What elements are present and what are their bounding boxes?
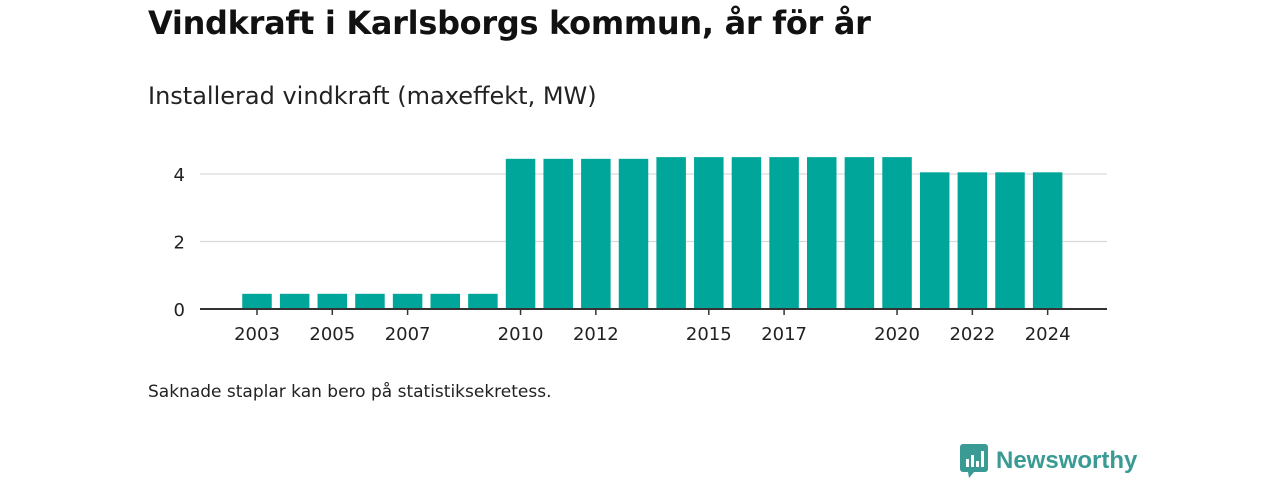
brand-logo: Newsworthy xyxy=(960,444,1137,478)
bar-2014 xyxy=(656,157,686,309)
chart-subtitle: Installerad vindkraft (maxeffekt, MW) xyxy=(148,82,597,110)
bar-2019 xyxy=(844,157,875,309)
x-tick-label: 2015 xyxy=(686,324,732,345)
bar-2005 xyxy=(317,293,348,309)
bar-2023 xyxy=(995,172,1025,309)
bar-2017 xyxy=(769,157,799,309)
chart-title: Vindkraft i Karlsborgs kommun, år för år xyxy=(148,4,871,42)
y-tick-label: 4 xyxy=(174,165,185,186)
brand-name: Newsworthy xyxy=(996,447,1138,474)
bar-2012 xyxy=(581,158,611,309)
bar-2006 xyxy=(355,293,385,309)
x-tick-label: 2024 xyxy=(1025,324,1071,345)
x-tick-label: 2020 xyxy=(874,324,920,345)
x-tick-label: 2010 xyxy=(498,324,544,345)
x-tick-label: 2017 xyxy=(761,324,807,345)
bar-2013 xyxy=(618,158,649,309)
bar-chart: 0 2 4 2003 2005 2007 2010 2012 2015 2017 2020 2022 2… xyxy=(174,157,1107,345)
bar-2020 xyxy=(882,157,912,309)
bar-2022 xyxy=(957,172,988,309)
bar-2010 xyxy=(505,158,536,309)
bar-2018 xyxy=(807,157,837,309)
bar-2009 xyxy=(468,293,498,309)
bar-2008 xyxy=(430,293,460,309)
bar-2011 xyxy=(543,158,573,309)
bar-2004 xyxy=(279,293,310,309)
x-tick-label: 2003 xyxy=(234,324,280,345)
bar-2016 xyxy=(731,157,762,309)
bar-2003 xyxy=(242,293,272,309)
bar-2024 xyxy=(1032,172,1063,309)
x-tick-label: 2022 xyxy=(949,324,995,345)
footnote: Saknade staplar kan bero på statistiksek… xyxy=(148,382,552,402)
x-tick-label: 2007 xyxy=(385,324,431,345)
bar-2015 xyxy=(694,157,724,309)
y-tick-label: 2 xyxy=(174,233,185,254)
newsworthy-logo-icon xyxy=(960,444,988,478)
bar-2007 xyxy=(392,293,423,309)
bar-2021 xyxy=(919,172,950,309)
x-tick-label: 2005 xyxy=(309,324,355,345)
x-tick-label: 2012 xyxy=(573,324,619,345)
y-tick-label: 0 xyxy=(174,300,185,321)
